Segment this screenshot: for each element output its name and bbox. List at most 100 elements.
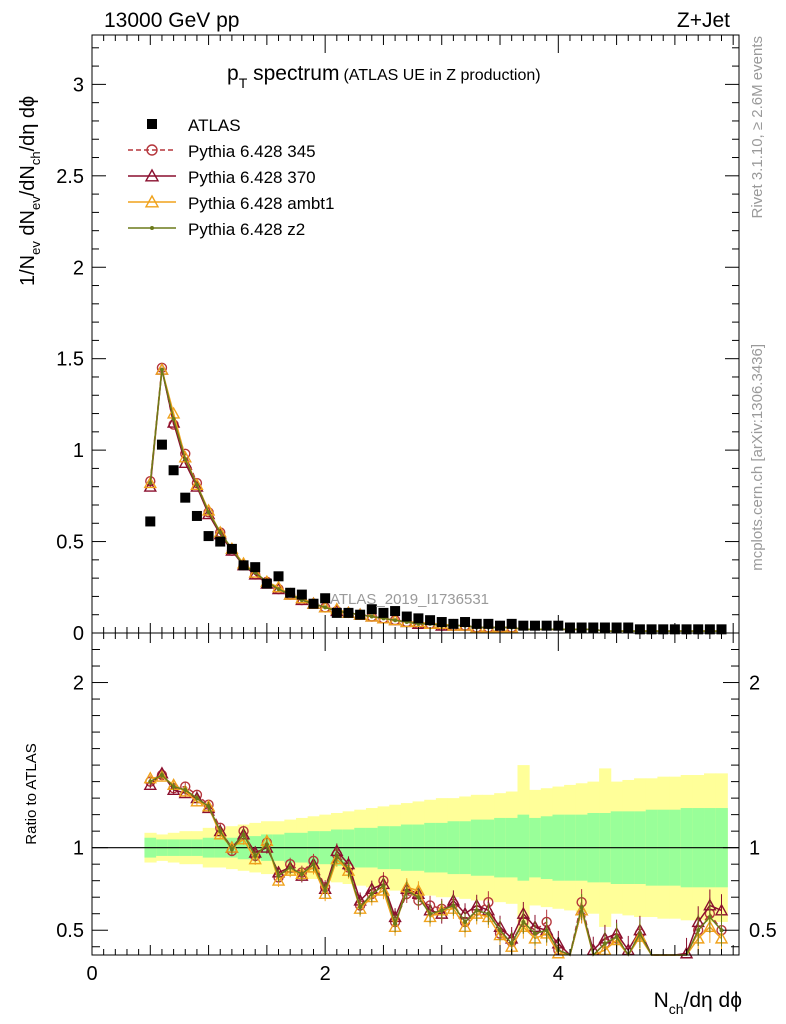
- marker-triangle: [679, 946, 694, 959]
- marker-dot: [288, 865, 293, 870]
- marker-triangle: [144, 168, 160, 182]
- y-axis-label: 1/Nev dNev/dNch/dη dϕ: [17, 96, 43, 286]
- marker-circle: [146, 144, 158, 156]
- legend-marker-atlas: [147, 119, 157, 129]
- xlabel-rest: /dη dϕ: [684, 989, 742, 1012]
- x-tick-label: 4: [553, 963, 564, 985]
- ratio-tick-label: 0.5: [56, 920, 84, 942]
- marker-dot: [719, 928, 724, 933]
- marker-dot: [346, 867, 351, 872]
- marker-triangle: [143, 479, 157, 492]
- atlas-point: [331, 607, 342, 618]
- legend-label: Pythia 6.428 345: [188, 142, 316, 161]
- marker-dot: [183, 787, 188, 792]
- legend-label: Pythia 6.428 z2: [188, 220, 305, 239]
- marker-dot: [276, 587, 281, 592]
- marker-triangle: [190, 479, 204, 492]
- ylabel-a: 1/N: [17, 255, 39, 286]
- y-tick-label: 1.5: [56, 349, 84, 371]
- marker-dot: [404, 888, 409, 893]
- atlas-point: [273, 571, 284, 582]
- marker-triangle: [213, 827, 227, 840]
- ratio-tick-label-right: 2: [749, 673, 760, 695]
- marker-dot: [358, 905, 363, 910]
- marker-triangle: [143, 476, 157, 489]
- atlas-point: [343, 607, 354, 618]
- chart-title: pT spectrum (ATLAS UE in Z production): [227, 62, 541, 91]
- atlas-point: [355, 609, 366, 620]
- title-p: p: [227, 62, 239, 85]
- atlas-point: [250, 562, 261, 573]
- marker-dot: [381, 883, 386, 888]
- y-tick-label: 2.5: [56, 166, 84, 188]
- marker-dot: [264, 842, 269, 847]
- marker-dot: [416, 895, 421, 900]
- marker-dot: [171, 417, 176, 422]
- legend-label-atlas: ATLAS: [188, 116, 241, 135]
- atlas-point: [413, 613, 424, 624]
- x-tick-label: 0: [86, 963, 97, 985]
- x-tick-label: 2: [320, 963, 331, 985]
- xlabel-sub: ch: [669, 1001, 684, 1017]
- atlas-point: [180, 492, 191, 503]
- marker-dot: [323, 605, 328, 610]
- marker-dot: [474, 908, 479, 913]
- marker-dot: [299, 872, 304, 877]
- marker-triangle: [190, 477, 204, 490]
- atlas-point: [541, 620, 552, 631]
- atlas-point: [238, 560, 249, 571]
- marker-dot: [171, 784, 176, 789]
- atlas-point: [401, 611, 412, 622]
- marker-dot: [159, 367, 164, 372]
- marker-dot: [451, 903, 456, 908]
- marker-triangle: [201, 507, 216, 520]
- marker-dot: [276, 873, 281, 878]
- marker-triangle: [201, 503, 216, 516]
- xlabel-n: N: [654, 989, 669, 1012]
- marker-dot: [334, 853, 339, 858]
- ylabel-b: dN: [17, 210, 39, 241]
- marker-dot: [439, 908, 444, 913]
- atlas-point: [448, 618, 459, 629]
- atlas-point: [203, 531, 214, 542]
- marker-dot: [323, 888, 328, 893]
- marker-dot: [218, 829, 223, 834]
- atlas-point: [215, 536, 226, 547]
- atlas-point: [261, 578, 272, 589]
- y-tick-label: 1: [73, 440, 84, 462]
- ratio-tick-label: 2: [73, 673, 84, 695]
- y-tick-label: 2: [73, 257, 84, 279]
- marker-dot: [206, 510, 211, 515]
- ylabel-b-sub: ev: [28, 196, 43, 210]
- marker-dot: [696, 928, 701, 933]
- marker-triangle: [376, 883, 391, 896]
- marker-triangle: [318, 886, 332, 900]
- marker-dot: [218, 530, 223, 535]
- atlas-point: [145, 516, 156, 527]
- marker-dot: [369, 614, 374, 619]
- marker-dot: [463, 919, 468, 924]
- marker-triangle: [551, 946, 565, 959]
- marker-dot: [579, 905, 584, 910]
- ratio-frame: [91, 632, 740, 956]
- header-right: Z+Jet: [677, 9, 730, 32]
- y-tick-label: 3: [73, 74, 84, 96]
- marker-dot: [241, 832, 246, 837]
- marker-dot: [637, 931, 642, 936]
- ylabel-c-sub: ch: [28, 151, 43, 165]
- atlas-point: [296, 589, 307, 600]
- title-sub: T: [239, 75, 248, 91]
- ratio-tick-label-right: 0.5: [749, 920, 777, 942]
- marker-dot: [428, 911, 433, 916]
- marker-dot: [229, 847, 234, 852]
- header-left: 13000 GeV pp: [104, 9, 239, 32]
- marker-dot: [544, 928, 549, 933]
- watermark: ATLAS_2019_I1736531: [330, 591, 489, 608]
- atlas-point: [483, 618, 494, 629]
- ratio-axis-label: Ratio to ATLAS: [23, 743, 40, 844]
- marker-dot: [194, 482, 199, 487]
- marker-dot: [194, 796, 199, 801]
- atlas-point: [366, 604, 377, 615]
- marker-dot: [393, 618, 398, 623]
- marker-dot: [148, 481, 153, 486]
